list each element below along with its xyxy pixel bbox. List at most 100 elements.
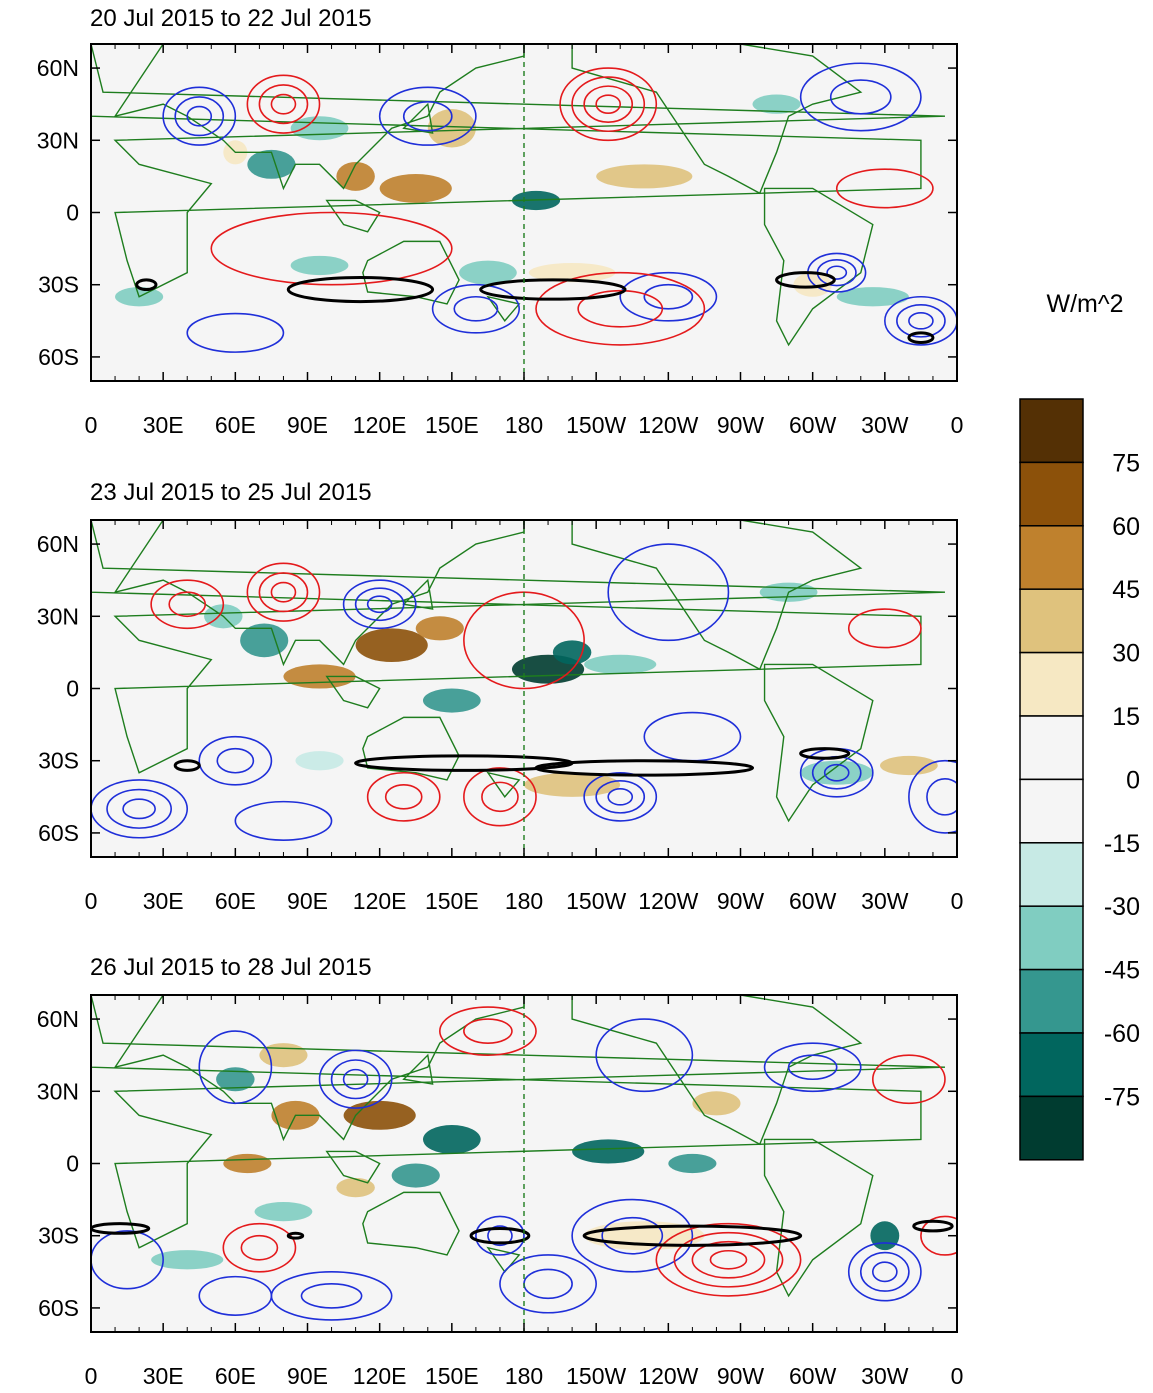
anomaly-shading: [459, 260, 517, 285]
negative-contour: [926, 777, 957, 816]
anomaly-shading: [596, 164, 693, 189]
thick-contour: [173, 759, 201, 772]
y-tick-label: 60N: [37, 1006, 79, 1032]
negative-contour: [571, 1198, 694, 1273]
x-tick-label: 30W: [861, 888, 909, 914]
anomaly-shading: [692, 1091, 741, 1116]
positive-contour: [481, 781, 519, 813]
positive-contour: [222, 1222, 297, 1273]
positive-contour: [150, 579, 225, 630]
negative-contour: [198, 1030, 273, 1105]
colorbar-swatch: [1019, 461, 1084, 527]
thick-contour: [912, 1219, 954, 1233]
x-tick-label: 150E: [425, 888, 479, 914]
coastline: [763, 187, 874, 347]
panel-title: 23 Jul 2015 to 25 Jul 2015: [90, 479, 372, 506]
negative-contour: [174, 96, 225, 137]
x-tick-label: 30W: [861, 1363, 909, 1389]
coastline: [486, 771, 521, 798]
negative-contour: [475, 1215, 525, 1256]
anomaly-shading: [880, 755, 938, 776]
x-tick-label: 60E: [215, 888, 256, 914]
thick-contour: [582, 1224, 803, 1247]
thick-contour: [534, 759, 755, 777]
x-tick-label: 180: [505, 412, 543, 438]
x-tick-label: 120W: [638, 412, 698, 438]
x-tick-label: 60W: [789, 1363, 837, 1389]
negative-contour: [583, 771, 658, 822]
coastline: [91, 995, 945, 1249]
x-tick-label: 0: [85, 412, 98, 438]
anomaly-shading: [391, 1163, 440, 1188]
anomaly-shading: [528, 263, 616, 283]
negative-contour: [859, 1251, 910, 1292]
thick-contour: [469, 1226, 531, 1245]
negative-contour: [872, 1261, 898, 1283]
y-tick-label: 30S: [38, 748, 79, 774]
positive-contour: [258, 572, 309, 613]
x-tick-label: 90E: [287, 1363, 328, 1389]
x-tick-label: 90E: [287, 888, 328, 914]
coastline: [402, 102, 434, 134]
anomaly-shading: [151, 1250, 224, 1270]
anomaly-shading: [290, 116, 349, 141]
coastline: [362, 716, 460, 781]
x-tick-label: 90W: [717, 412, 765, 438]
x-tick-label: 90E: [287, 412, 328, 438]
positive-contour: [246, 562, 321, 622]
positive-contour: [577, 289, 664, 328]
anomaly-shading: [793, 272, 832, 297]
colorbar-label: -45: [1104, 957, 1140, 985]
positive-contour: [270, 581, 297, 603]
colorbar-swatch: [1019, 525, 1084, 590]
colorbar-swatch: [1019, 1032, 1084, 1098]
positive-contour: [673, 1231, 784, 1288]
thick-contour: [286, 1231, 305, 1240]
map-area: 0 30E 60E 90E 120E 150E 180 150W 120W 90W 60W 30W 0 6…: [37, 519, 963, 914]
coastline: [402, 1053, 434, 1085]
positive-contour: [168, 591, 207, 618]
colorbar-swatch: [1019, 651, 1084, 717]
negative-contour: [595, 779, 646, 814]
anomaly-shading: [240, 623, 289, 658]
x-tick-label: 150W: [566, 412, 626, 438]
anomaly-shading: [422, 1124, 481, 1154]
x-tick-label: 0: [951, 412, 964, 438]
negative-contour: [354, 587, 405, 622]
negative-contour: [499, 1254, 597, 1314]
colorbar-swatch: [1019, 842, 1084, 907]
y-tick-label: 30S: [38, 1223, 79, 1249]
colorbar: 75 60 45 30 15 0 -15 -30 -45 -60 -75: [1019, 398, 1140, 1161]
negative-contour: [431, 283, 520, 334]
positive-contour: [240, 1234, 279, 1261]
field-layer: [91, 995, 957, 1332]
x-tick-label: 30E: [143, 888, 184, 914]
coastline: [325, 675, 381, 709]
x-tick-label: 60E: [215, 412, 256, 438]
positive-contour: [384, 783, 423, 810]
negative-contour: [595, 1018, 694, 1093]
colorbar-label: -75: [1104, 1083, 1140, 1111]
positive-contour: [258, 84, 309, 125]
x-tick-label: 60W: [789, 412, 837, 438]
negative-contour: [884, 295, 957, 346]
negative-contour: [847, 1242, 922, 1302]
anomaly-shading: [668, 1153, 717, 1174]
thick-contour: [775, 271, 836, 289]
x-tick-label: 120W: [638, 888, 698, 914]
x-tick-label: 0: [951, 1363, 964, 1389]
negative-contour: [601, 1216, 664, 1255]
negative-contour: [91, 1230, 164, 1290]
thick-contour: [479, 278, 627, 301]
x-tick-label: 120E: [353, 888, 407, 914]
colorbar-label: -60: [1104, 1020, 1140, 1048]
anomaly-shading: [343, 1100, 416, 1130]
panel-2: 23 Jul 2015 to 25 Jul 2015 0 30E 60E 90E 120…: [37, 479, 964, 914]
positive-contour: [595, 94, 622, 115]
colorbar-label: 45: [1112, 576, 1140, 604]
x-tick-label: 90W: [717, 1363, 765, 1389]
colorbar-swatch: [1019, 715, 1084, 781]
y-tick-label: 60N: [37, 55, 79, 81]
x-tick-label: 0: [85, 888, 98, 914]
y-tick-label: 30N: [37, 603, 79, 629]
